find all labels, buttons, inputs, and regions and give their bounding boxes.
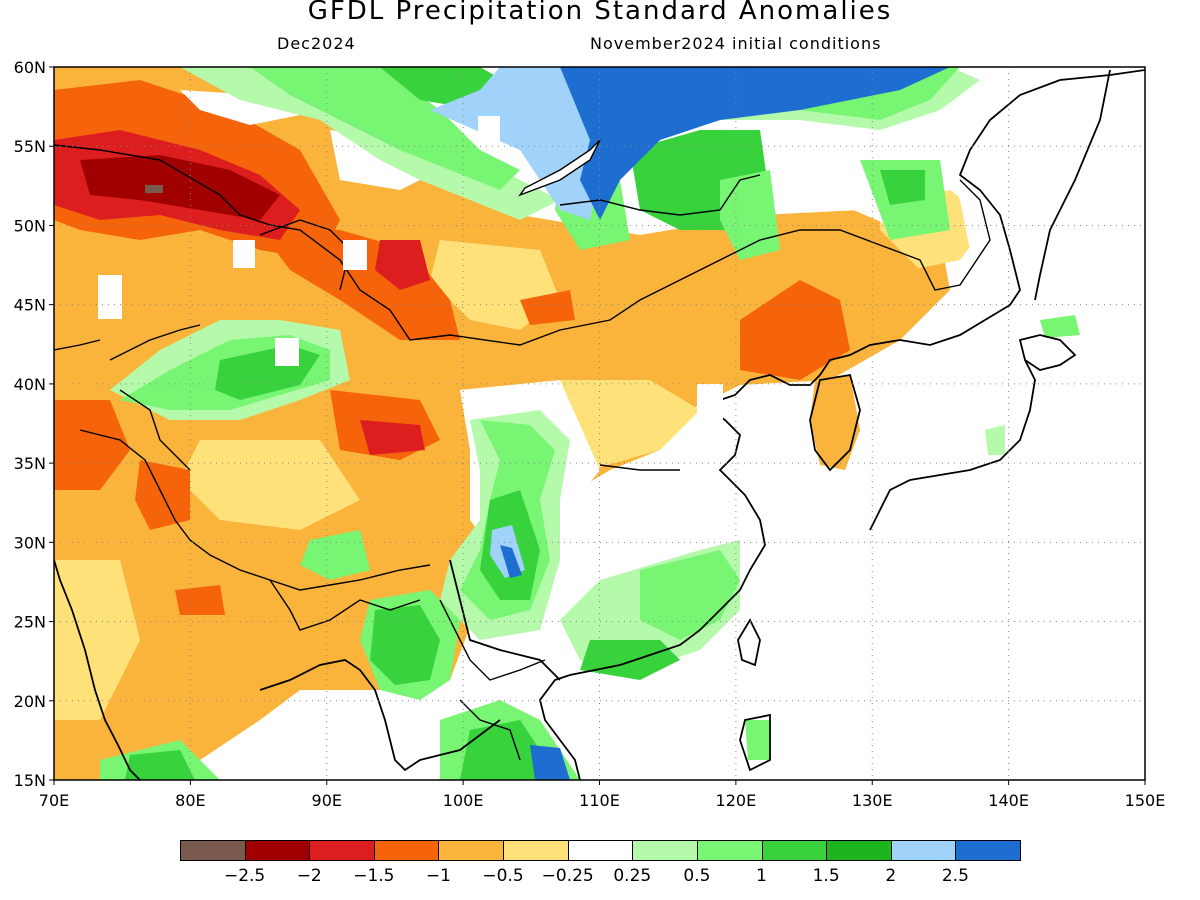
longitude-label: 70E: [39, 791, 69, 810]
latitude-label: 55N: [14, 137, 46, 156]
longitude-label: 150E: [1125, 791, 1166, 810]
longitude-label: 130E: [852, 791, 893, 810]
colorbar-swatch: [438, 840, 505, 861]
extreme-dry-cell: [145, 185, 163, 193]
wet-anomaly-region: [180, 67, 560, 220]
wet-anomaly-region: [300, 530, 370, 580]
longitude-label: 110E: [579, 791, 620, 810]
extreme-wet-region: [560, 67, 950, 220]
masked-cell: [98, 275, 122, 319]
wet-anomaly-region: [125, 750, 195, 780]
longitude-label: 90E: [312, 791, 342, 810]
colorbar-label: 1.5: [812, 866, 840, 886]
colorbar-swatch: [309, 840, 375, 861]
colorbar-swatch: [826, 840, 892, 861]
colorbar-label: 2.5: [941, 866, 969, 886]
colorbar-swatch: [244, 840, 311, 861]
weak-dry-region: [180, 440, 360, 530]
latitude-label: 25N: [14, 613, 46, 632]
colorbar-label: 2: [885, 866, 897, 886]
strong-dry-region: [54, 400, 130, 490]
colorbar-swatch: [696, 840, 763, 861]
colorbar-swatch: [632, 840, 698, 861]
latitude-label: 35N: [14, 454, 46, 473]
wet-anomaly-region: [720, 170, 780, 260]
extreme-wet-region: [530, 745, 570, 780]
forecast-month: Dec2024: [277, 34, 356, 53]
colorbar-swatch: [567, 840, 634, 861]
latitude-label: 40N: [14, 375, 46, 394]
masked-cell: [343, 240, 367, 270]
near-normal-region: [180, 90, 300, 125]
colorbar-label: −2.5: [223, 866, 266, 886]
wet-anomaly-region: [580, 640, 680, 680]
colorbar-label: −1.5: [353, 866, 395, 886]
anomaly-field: [54, 67, 1145, 780]
wet-anomaly-region: [640, 550, 740, 640]
longitude-label: 80E: [175, 791, 205, 810]
wet-anomaly-region: [370, 605, 440, 685]
latitude-label: 45N: [14, 296, 46, 315]
masked-cell: [478, 116, 500, 146]
colorbar-label: −1: [425, 866, 451, 886]
weak-dry-region: [54, 560, 140, 720]
wet-anomaly-region: [745, 720, 770, 760]
latitude-label: 30N: [14, 533, 46, 552]
colorbar-label: −0.5: [482, 866, 524, 886]
colorbar-label: 0.25: [613, 866, 652, 886]
colorbar-swatch: [503, 840, 569, 861]
latitude-label: 15N: [14, 771, 46, 790]
masked-cell: [697, 384, 723, 430]
colorbar-label: −0.25: [541, 866, 594, 886]
axis-labels: 70E 80E 90E 100E 110E 120E 130E 140E 150E 15N 20N 2…: [14, 58, 1166, 810]
extreme-dry-region: [80, 155, 280, 220]
colorbar-swatch: [955, 840, 1021, 861]
extreme-wet-region: [500, 545, 522, 578]
latitude-label: 60N: [14, 58, 46, 77]
longitude-label: 140E: [988, 791, 1029, 810]
colorbar-swatch: [890, 840, 957, 861]
lake-baikal: [518, 139, 601, 197]
near-normal-region: [700, 300, 1145, 780]
wet-anomaly-region: [880, 170, 925, 205]
latitude-label: 20N: [14, 692, 46, 711]
colorbar-swatch: [373, 840, 440, 861]
anomaly-map: 70E 80E 90E 100E 110E 120E 130E 140E 150E 15N 20N 2…: [14, 58, 1166, 810]
latitude-label: 50N: [14, 216, 46, 235]
strong-dry-region: [520, 290, 575, 325]
colorbar-swatch: [761, 840, 828, 861]
wet-anomaly-region: [985, 425, 1005, 455]
colorbar-label: 1: [756, 866, 767, 886]
colorbar-label: 0.5: [683, 866, 711, 886]
map-title: GFDL Precipitation Standard Anomalies: [307, 0, 893, 26]
colorbar-label: −2: [296, 866, 322, 886]
colorbar: [180, 840, 1021, 861]
colorbar-swatch: [180, 840, 246, 861]
dry-anomaly-region: [810, 375, 860, 470]
longitude-label: 100E: [443, 791, 484, 810]
longitude-label: 120E: [716, 791, 757, 810]
very-dry-region: [360, 420, 425, 455]
gridlines: [54, 67, 1145, 780]
strong-dry-region: [175, 585, 225, 615]
masked-cell: [233, 240, 255, 268]
wet-anomaly-region: [250, 67, 520, 190]
coastlines: [54, 69, 1145, 780]
very-dry-region: [375, 240, 430, 290]
initial-conditions-label: November2024 initial conditions: [590, 34, 882, 53]
wet-anomaly-region: [1040, 315, 1080, 338]
masked-cell: [275, 338, 299, 366]
